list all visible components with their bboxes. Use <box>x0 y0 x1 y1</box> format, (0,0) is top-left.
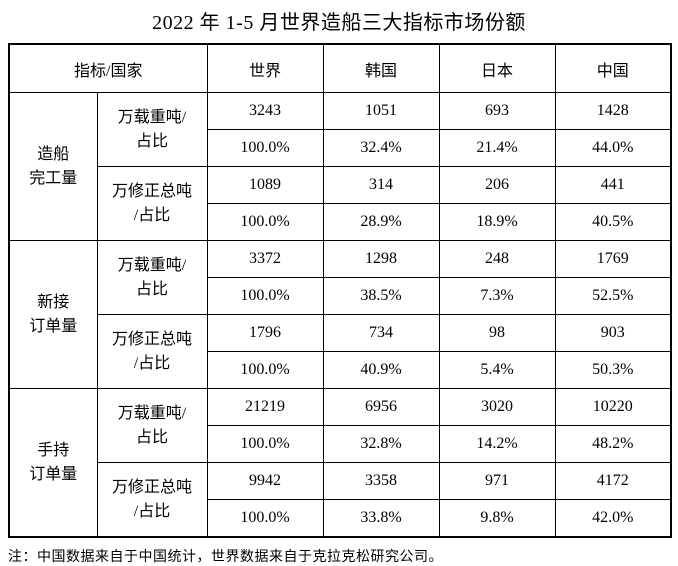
share-cell: 9.8% <box>438 499 556 538</box>
share-cell: 32.4% <box>322 129 440 167</box>
table-row: 100.0% 38.5% 7.3% 52.5% <box>9 277 672 315</box>
metric-label-line2: 占比 <box>136 428 169 446</box>
table-row: 万修正总吨 /占比 9942 3358 971 4172 <box>9 462 672 538</box>
share-cell: 42.0% <box>554 499 672 538</box>
value-cell: 693 <box>438 92 556 130</box>
share-cell: 100.0% <box>206 203 324 241</box>
section-label-completions: 造船 完工量 <box>8 92 98 241</box>
metric-label-line1: 万载重吨/ <box>117 108 187 126</box>
share-cell: 33.8% <box>322 499 440 538</box>
value-cell: 971 <box>438 462 556 500</box>
share-cell: 52.5% <box>554 277 672 315</box>
share-cell: 100.0% <box>206 425 324 463</box>
value-cell: 3020 <box>438 388 556 426</box>
share-cell: 100.0% <box>206 351 324 389</box>
value-cell: 21219 <box>206 388 324 426</box>
value-cell: 441 <box>554 166 672 204</box>
value-cell: 1796 <box>206 314 324 352</box>
metric-label-cgt: 万修正总吨 /占比 <box>96 462 208 538</box>
share-cell: 18.9% <box>438 203 556 241</box>
section-label-line2: 订单量 <box>29 465 78 483</box>
metric-label-line1: 万载重吨/ <box>117 256 187 274</box>
metric-label-dwt: 万载重吨/ 占比 <box>96 92 208 167</box>
share-cell: 5.4% <box>438 351 556 389</box>
value-cell: 1769 <box>554 240 672 278</box>
value-cell: 1089 <box>206 166 324 204</box>
metric-label-cgt: 万修正总吨 /占比 <box>96 166 208 241</box>
value-cell: 903 <box>554 314 672 352</box>
share-cell: 100.0% <box>206 499 324 538</box>
value-cell: 98 <box>438 314 556 352</box>
metric-label-line2: /占比 <box>133 354 171 372</box>
value-cell: 10220 <box>554 388 672 426</box>
value-cell: 1051 <box>322 92 440 130</box>
section-label-line2: 完工量 <box>29 169 78 187</box>
share-cell: 44.0% <box>554 129 672 167</box>
section-label-order-backlog: 手持 订单量 <box>8 388 98 538</box>
share-cell: 38.5% <box>322 277 440 315</box>
col-header-china: 中国 <box>554 43 672 93</box>
value-cell: 3358 <box>322 462 440 500</box>
col-header-world: 世界 <box>206 43 324 93</box>
value-cell: 4172 <box>554 462 672 500</box>
metric-label-dwt: 万载重吨/ 占比 <box>96 240 208 315</box>
section-label-line1: 新接 <box>37 293 70 311</box>
value-cell: 9942 <box>206 462 324 500</box>
page-title: 2022 年 1-5 月世界造船三大指标市场份额 <box>152 12 526 34</box>
value-cell: 734 <box>322 314 440 352</box>
table-row: 万修正总吨 /占比 1089 314 206 441 <box>9 166 672 241</box>
value-cell: 314 <box>322 166 440 204</box>
share-cell: 48.2% <box>554 425 672 463</box>
share-cell: 100.0% <box>206 129 324 167</box>
section-label-new-orders: 新接 订单量 <box>8 240 98 389</box>
value-cell: 3372 <box>206 240 324 278</box>
metric-label-dwt: 万载重吨/ 占比 <box>96 388 208 463</box>
metric-label-line2: 占比 <box>136 280 169 298</box>
share-cell: 100.0% <box>206 277 324 315</box>
table-row: 万修正总吨 /占比 1796 734 98 903 <box>9 314 672 389</box>
metric-label-line1: 万修正总吨 <box>112 478 193 496</box>
col-header-korea: 韩国 <box>322 43 440 93</box>
value-cell: 1298 <box>322 240 440 278</box>
value-cell: 3243 <box>206 92 324 130</box>
table-row: 手持 订单量 万载重吨/ 占比 21219 6956 3020 10220 <box>8 388 672 538</box>
share-cell: 50.3% <box>554 351 672 389</box>
table-row: 100.0% 33.8% 9.8% 42.0% <box>9 499 672 538</box>
col-header-japan: 日本 <box>438 43 556 93</box>
value-cell: 1428 <box>554 92 672 130</box>
metric-label-line2: /占比 <box>133 502 171 520</box>
table-row: 100.0% 28.9% 18.9% 40.5% <box>9 203 672 241</box>
share-cell: 14.2% <box>438 425 556 463</box>
share-cell: 40.9% <box>322 351 440 389</box>
section-label-line2: 订单量 <box>29 317 78 335</box>
share-cell: 21.4% <box>438 129 556 167</box>
metric-label-line2: 占比 <box>136 132 169 150</box>
metric-label-line1: 万修正总吨 <box>112 182 193 200</box>
metric-label-cgt: 万修正总吨 /占比 <box>96 314 208 389</box>
table-row: 新接 订单量 万载重吨/ 占比 3372 1298 248 1769 <box>8 240 672 389</box>
share-cell: 28.9% <box>322 203 440 241</box>
metric-label-line1: 万修正总吨 <box>112 330 193 348</box>
table-row: 100.0% 32.8% 14.2% 48.2% <box>9 425 672 463</box>
section-label-line1: 手持 <box>37 441 70 459</box>
header-row: 指标/国家 世界 韩国 日本 中国 <box>8 43 672 93</box>
value-cell: 206 <box>438 166 556 204</box>
table-row: 造船 完工量 万载重吨/ 占比 3243 1051 693 1428 <box>8 92 672 241</box>
metric-label-line2: /占比 <box>133 206 171 224</box>
shipbuilding-indicators-table: 指标/国家 世界 韩国 日本 中国 造船 完工量 万载重吨/ 占比 3243 1… <box>8 43 673 538</box>
table-row: 100.0% 32.4% 21.4% 44.0% <box>9 129 672 167</box>
share-cell: 40.5% <box>554 203 672 241</box>
source-note: 注：中国数据来自于中国统计，世界数据来自于克拉克松研究公司。 <box>8 550 443 565</box>
table-row: 100.0% 40.9% 5.4% 50.3% <box>9 351 672 389</box>
value-cell: 6956 <box>322 388 440 426</box>
value-cell: 248 <box>438 240 556 278</box>
metric-label-line1: 万载重吨/ <box>117 404 187 422</box>
section-label-line1: 造船 <box>37 145 70 163</box>
share-cell: 32.8% <box>322 425 440 463</box>
share-cell: 7.3% <box>438 277 556 315</box>
corner-header: 指标/国家 <box>8 43 208 93</box>
